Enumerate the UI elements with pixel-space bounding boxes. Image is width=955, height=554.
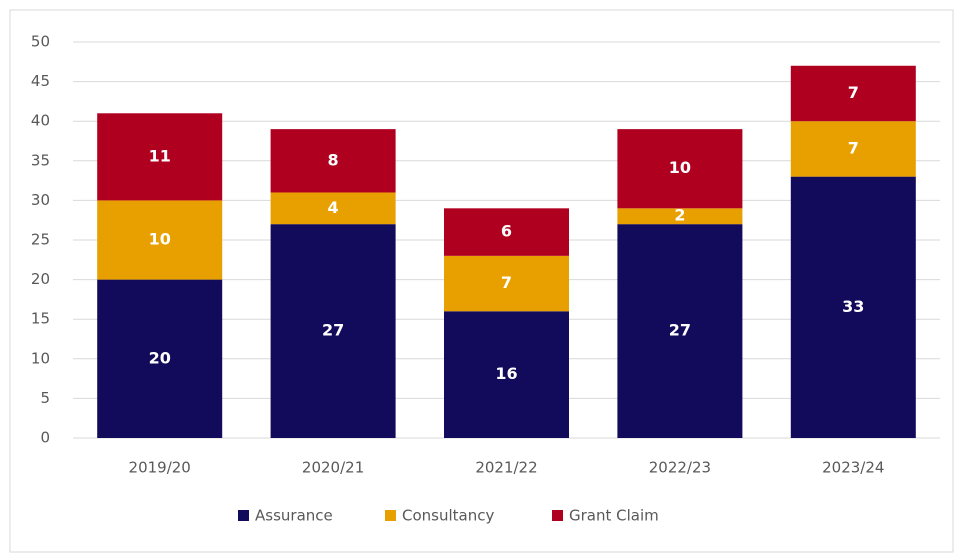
y-tick-label: 40	[31, 112, 50, 130]
bar-segment	[444, 255, 569, 312]
x-tick-label: 2021/22	[475, 459, 537, 477]
data-label: 7	[848, 138, 859, 157]
bar-segment	[617, 208, 743, 225]
y-tick-label: 35	[31, 151, 50, 169]
x-tick-label: 2023/24	[822, 459, 884, 477]
data-label: 7	[848, 83, 859, 102]
bar-segment	[444, 311, 569, 438]
data-label: 10	[669, 158, 691, 177]
bar-segment	[270, 129, 396, 193]
data-label: 27	[322, 321, 344, 340]
bar-segment	[444, 208, 569, 256]
legend-label: Grant Claim	[569, 507, 659, 525]
y-tick-label: 30	[31, 191, 50, 209]
x-tick-label: 2019/20	[129, 459, 191, 477]
y-tick-label: 50	[31, 33, 50, 51]
data-label: 16	[495, 364, 517, 383]
data-label: 27	[669, 321, 691, 340]
legend-swatch	[385, 510, 396, 521]
y-tick-label: 0	[40, 429, 50, 447]
legend-swatch	[238, 510, 249, 521]
data-label: 6	[501, 222, 512, 241]
bar-segment	[617, 224, 743, 438]
data-label: 2	[674, 206, 685, 225]
x-tick-label: 2022/23	[649, 459, 711, 477]
y-tick-label: 20	[31, 270, 50, 288]
y-tick-label: 5	[40, 389, 50, 407]
bar-segment	[97, 200, 223, 280]
bar-segment	[97, 113, 223, 201]
bar-segment	[790, 121, 916, 177]
data-label: 33	[842, 297, 864, 316]
bar-segment	[617, 129, 743, 209]
legend-label: Assurance	[255, 507, 333, 525]
bar-segment	[270, 192, 396, 225]
data-label: 7	[501, 273, 512, 292]
bar-segment	[97, 279, 223, 438]
y-tick-label: 10	[31, 349, 50, 367]
bar-segment	[270, 224, 396, 438]
data-label: 8	[328, 150, 339, 169]
legend-swatch	[552, 510, 563, 521]
bar-segment	[790, 176, 916, 438]
legend-label: Consultancy	[402, 507, 494, 525]
y-tick-label: 15	[31, 310, 50, 328]
data-label: 10	[149, 230, 171, 249]
y-tick-label: 45	[31, 72, 50, 90]
data-label: 4	[328, 198, 339, 217]
data-label: 20	[149, 348, 171, 367]
x-tick-label: 2020/21	[302, 459, 364, 477]
y-tick-label: 25	[31, 231, 50, 249]
data-label: 11	[149, 146, 171, 165]
bar-segment	[790, 65, 916, 122]
